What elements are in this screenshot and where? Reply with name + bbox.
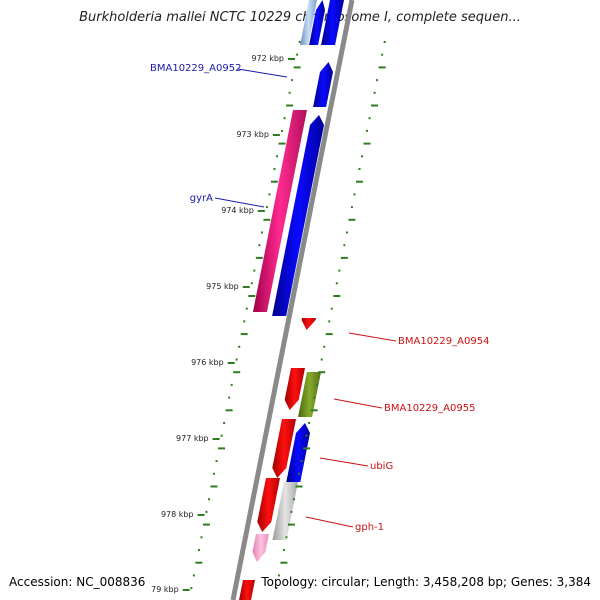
gene-label[interactable]: BMA10229_A0955 <box>384 403 475 414</box>
gene-label-leader <box>305 516 354 528</box>
gene-ubig[interactable] <box>286 423 311 482</box>
accession-text: Accession: NC_008836 <box>9 575 146 589</box>
genome-summary: Topology: circular; Length: 3,458,208 bp… <box>261 575 591 589</box>
gene-bma10229-a0954[interactable] <box>301 318 316 330</box>
gene-top-blue-a[interactable] <box>309 0 326 45</box>
gene-label-leader <box>333 398 383 409</box>
gene-label[interactable]: gyrA <box>190 193 213 204</box>
axis-tick-label: 978 kbp <box>161 510 194 519</box>
gene-label-leader <box>348 332 397 342</box>
gene-label-leader <box>237 68 288 78</box>
gene-gph-1[interactable] <box>272 482 298 540</box>
gene-red-b[interactable] <box>272 419 296 478</box>
axis-tick-label: 974 kbp <box>221 206 254 215</box>
axis-tick-label: 79 kbp <box>151 585 179 594</box>
axis-tick-label: 972 kbp <box>251 54 284 63</box>
gene-gyra[interactable] <box>252 110 307 312</box>
gene-light-pink[interactable] <box>252 534 269 562</box>
map-title: Burkholderia mallei NCTC 10229 chromosom… <box>79 10 521 25</box>
axis-tick-label: 977 kbp <box>176 434 209 443</box>
gene-label[interactable]: ubiG <box>370 461 393 472</box>
gene-label[interactable]: gph-1 <box>355 522 384 533</box>
gene-bma10229-a0952[interactable] <box>313 62 334 107</box>
gene-label[interactable]: BMA10229_A0954 <box>398 336 489 347</box>
gene-label-leader <box>319 457 369 467</box>
axis-tick-label: 975 kbp <box>206 282 239 291</box>
gene-bma10229-a0955[interactable] <box>298 372 321 417</box>
axis-tick-label: 976 kbp <box>191 358 224 367</box>
gene-red-c[interactable] <box>257 478 280 532</box>
gene-label-leader <box>214 197 265 208</box>
gene-top-light-blue[interactable] <box>300 0 317 45</box>
genome-backbone <box>230 0 355 600</box>
gene-label[interactable]: BMA10229_A0952 <box>150 63 241 74</box>
gene-red-bottom[interactable] <box>239 580 255 600</box>
gene-gyra-blue[interactable] <box>272 115 325 316</box>
gene-top-blue-b[interactable] <box>321 0 344 45</box>
axis-tick-label: 973 kbp <box>236 130 269 139</box>
gene-red-a[interactable] <box>284 368 305 410</box>
